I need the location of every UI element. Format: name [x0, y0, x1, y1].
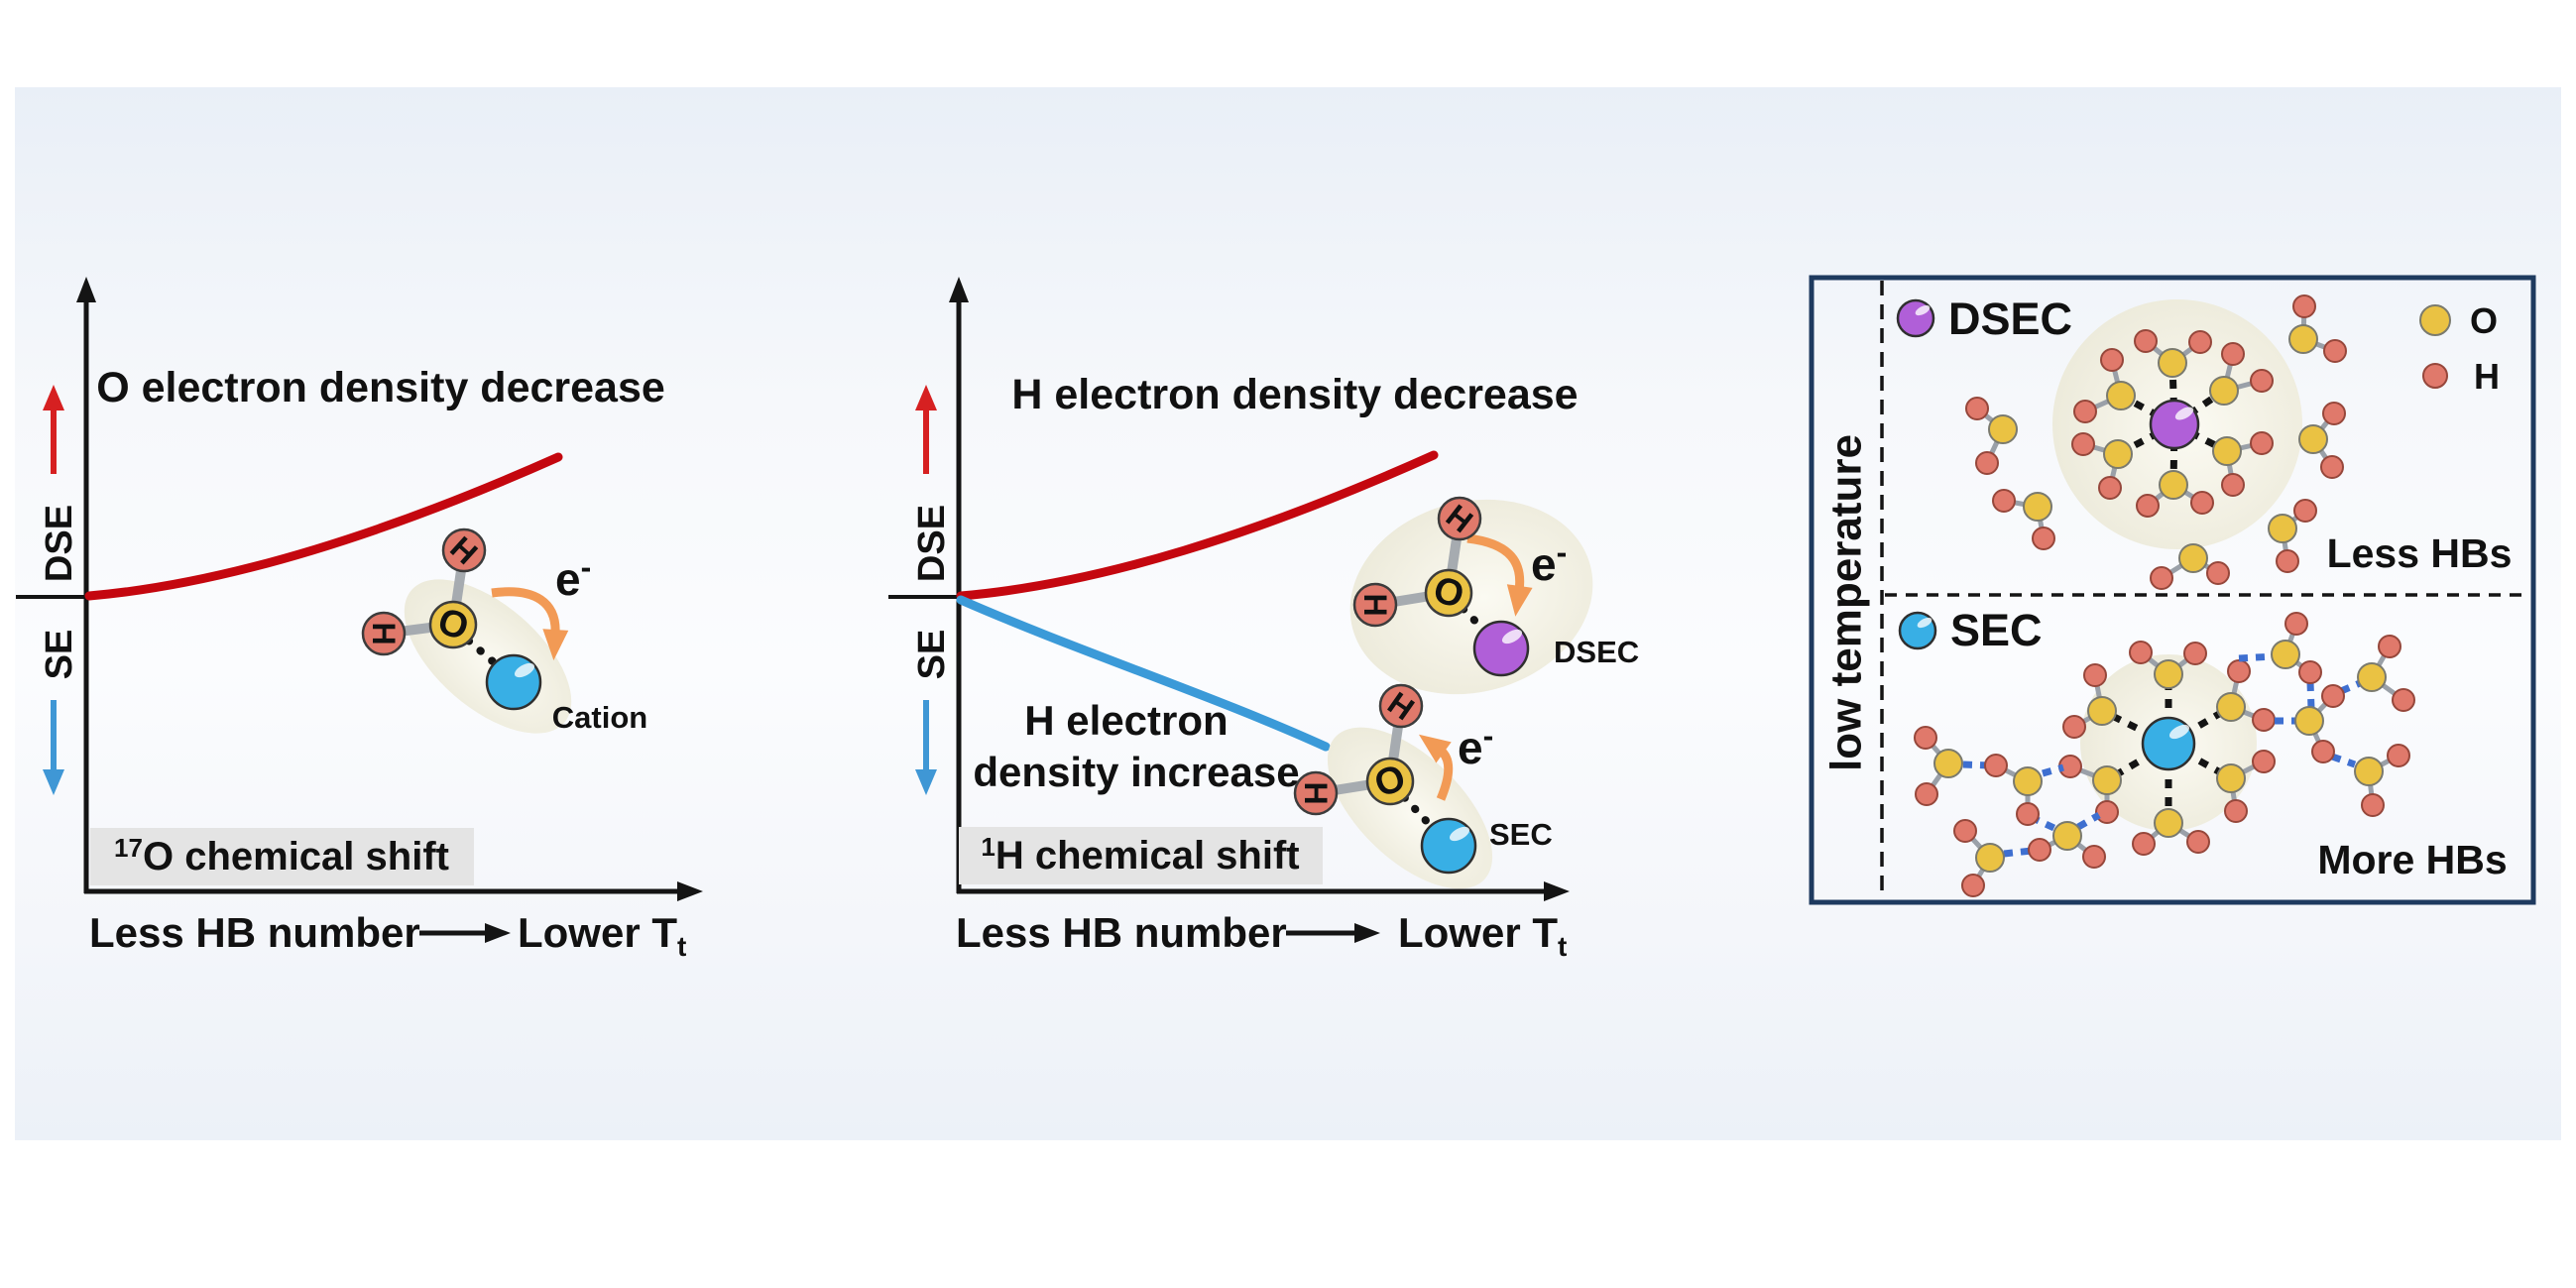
water-molecule	[2132, 808, 2210, 856]
electron-label: e-	[1458, 718, 1493, 773]
middle-se-label: SE	[911, 630, 953, 680]
legend-hydrogen-swatch	[2422, 363, 2448, 389]
hydrogen-atom	[1378, 683, 1424, 729]
water-molecule	[2271, 612, 2322, 684]
water-molecule	[2216, 750, 2276, 823]
left-shift-label: 17O chemical shift	[114, 833, 449, 878]
oxygen-atom	[1365, 757, 1415, 806]
electron-transfer-arrow	[491, 587, 569, 660]
cation-label: Cation	[552, 700, 647, 735]
temperature-axis-label: low temperature	[1822, 434, 1871, 771]
left-x-label-left: Less HB number	[89, 909, 420, 956]
left-se-label: SE	[39, 630, 80, 680]
middle-dse-curve	[956, 450, 1439, 601]
water-molecule	[2129, 641, 2207, 689]
hb-network	[1914, 612, 2415, 897]
water-molecule	[1984, 754, 2043, 826]
water-molecule	[2134, 329, 2212, 378]
middle-x-label-left: Less HB number	[956, 909, 1287, 956]
electron-transfer-arrow	[1466, 533, 1533, 617]
hydrogen-atom	[441, 527, 487, 573]
middle-panel: DSE SE H electron density decrease H ele…	[888, 277, 1639, 962]
atom-label-h: H	[366, 622, 402, 644]
water-molecule	[2150, 543, 2230, 590]
right-panel: low temperature DSEC SEC O H	[1809, 275, 2536, 905]
shift-label-box	[959, 827, 1323, 884]
free-water-molecules	[1965, 294, 2347, 590]
atom-legend: O H	[2419, 300, 2500, 397]
left-x-label-right: Lower Tt	[518, 909, 686, 962]
water-molecule	[2294, 684, 2345, 763]
atom-label-h: H	[1357, 593, 1393, 616]
water-molecule	[2058, 755, 2122, 824]
sec-molecule-label: SEC	[1489, 817, 1553, 852]
legend-oxygen-label: O	[2470, 300, 2498, 341]
water-molecule	[1965, 397, 2018, 475]
dsec-molecule: H H O e- DSEC	[1349, 496, 1639, 695]
less-hbs-note: Less HBs	[2327, 530, 2513, 576]
panel-frame	[1809, 275, 2536, 905]
oxygen-atom	[1424, 568, 1473, 618]
water-molecule	[2212, 431, 2274, 497]
water-molecule	[2298, 402, 2346, 479]
hydrogen-atom	[1293, 770, 1339, 816]
water-molecule	[2354, 744, 2410, 817]
water-molecule	[2028, 821, 2106, 869]
dsec-header: DSEC	[1948, 293, 2072, 344]
dsec-sphere	[1472, 620, 1530, 677]
legend-oxygen-swatch	[2419, 304, 2451, 336]
water-molecule	[2288, 294, 2347, 363]
legend-hydrogen-label: H	[2474, 356, 2500, 397]
electron-label: e-	[555, 549, 591, 605]
curve-note-line1: H electron	[1024, 697, 1228, 744]
shift-label-box	[90, 828, 474, 885]
hydrogen-atom	[1437, 496, 1482, 541]
hydrogen-atom	[361, 611, 407, 656]
water-molecule	[2062, 663, 2117, 739]
electron-label: e-	[1531, 534, 1567, 590]
water-molecule	[1914, 726, 1963, 806]
sec-sphere	[1420, 817, 1477, 875]
oxygen-atom	[428, 600, 478, 649]
water-molecule	[1953, 819, 2005, 897]
cation-sphere	[485, 653, 542, 711]
left-dse-label: DSE	[39, 505, 80, 582]
sec-molecule: H H O e- SEC	[1293, 683, 1553, 889]
middle-shift-label: 1H chemical shift	[981, 832, 1299, 878]
water-molecule	[2071, 432, 2133, 500]
water-molecule	[2268, 499, 2317, 573]
middle-x-label-right: Lower Tt	[1398, 909, 1567, 962]
middle-se-curve	[956, 595, 1331, 752]
dsec-molecule-label: DSEC	[1554, 635, 1639, 669]
background-panel	[15, 87, 2561, 1140]
sec-cluster	[2058, 641, 2276, 856]
middle-title: H electron density decrease	[1011, 371, 1578, 418]
hydrogen-atom	[1352, 582, 1398, 628]
left-dse-curve	[84, 452, 563, 601]
atom-label-h: H	[1298, 781, 1334, 804]
left-panel: DSE SE O electron density decrease H H O…	[16, 277, 703, 962]
dsec-cluster	[2052, 299, 2302, 549]
sec-header: SEC	[1950, 605, 2043, 655]
more-hbs-note: More HBs	[2317, 837, 2507, 882]
middle-dse-label: DSE	[911, 505, 953, 582]
left-molecule: H H O e- Cation	[361, 527, 647, 735]
water-molecule	[2209, 342, 2274, 406]
water-molecule	[2073, 348, 2136, 423]
left-title: O electron density decrease	[96, 364, 665, 411]
water-molecule	[2136, 470, 2214, 518]
curve-note-line2: density increase	[973, 749, 1299, 795]
electron-transfer-arrow	[1418, 734, 1454, 801]
water-molecule	[2357, 635, 2415, 712]
water-molecule	[1992, 489, 2055, 550]
